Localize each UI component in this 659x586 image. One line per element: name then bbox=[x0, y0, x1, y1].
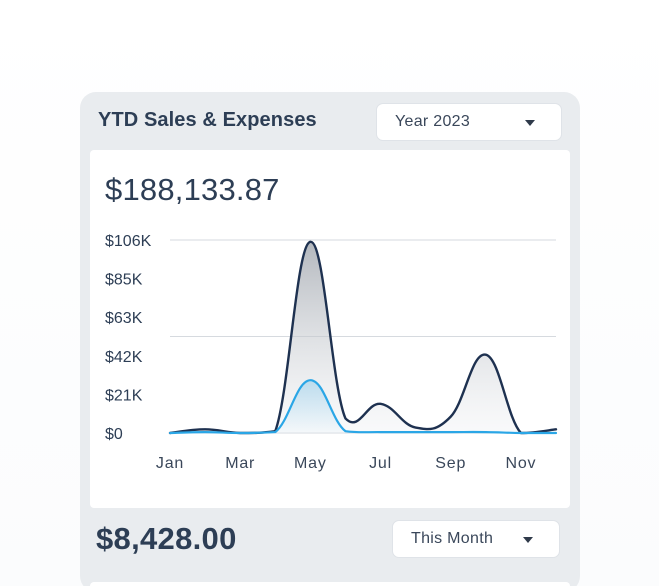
y-tick-label: $85K bbox=[105, 272, 143, 289]
x-tick-label: Nov bbox=[505, 455, 536, 472]
chevron-down-icon bbox=[525, 120, 535, 126]
y-tick-label: $63K bbox=[105, 310, 143, 327]
widget-header: YTD Sales & Expenses Year 2023 bbox=[80, 92, 580, 150]
sales-expenses-chart: $0 $21K $42K $63K $85K $106K Jan Mar May Jul Sep N… bbox=[105, 233, 558, 472]
x-tick-label: Mar bbox=[225, 455, 255, 472]
chevron-down-icon bbox=[523, 537, 533, 543]
x-tick-label: May bbox=[294, 455, 327, 472]
x-tick-label: Sep bbox=[435, 455, 466, 472]
year-dropdown[interactable]: Year 2023 bbox=[376, 103, 562, 141]
x-tick-label: Jul bbox=[369, 455, 392, 472]
y-tick-label: $21K bbox=[105, 387, 143, 404]
expenses-line bbox=[168, 379, 558, 435]
period-dropdown[interactable]: This Month bbox=[392, 520, 560, 558]
sales-expenses-widget: YTD Sales & Expenses Year 2023 $188,133.… bbox=[80, 92, 580, 586]
ytd-total: $188,133.87 bbox=[105, 172, 280, 207]
widget-title: YTD Sales & Expenses bbox=[98, 109, 317, 131]
y-tick-label: $42K bbox=[105, 349, 143, 366]
period-dropdown-value: This Month bbox=[411, 530, 494, 547]
year-dropdown-value: Year 2023 bbox=[395, 113, 471, 130]
x-tick-label: Jan bbox=[156, 455, 184, 472]
y-tick-label: $106K bbox=[105, 233, 152, 250]
month-total: $8,428.00 bbox=[96, 521, 237, 556]
month-details-card bbox=[90, 582, 570, 586]
chart-card: $188,133.87 $0 $21K $42K $63K $85K $106K Jan M… bbox=[90, 150, 570, 508]
month-summary: $8,428.00 This Month bbox=[80, 508, 580, 586]
sales-area bbox=[170, 241, 556, 433]
y-tick-label: $0 bbox=[105, 426, 123, 443]
